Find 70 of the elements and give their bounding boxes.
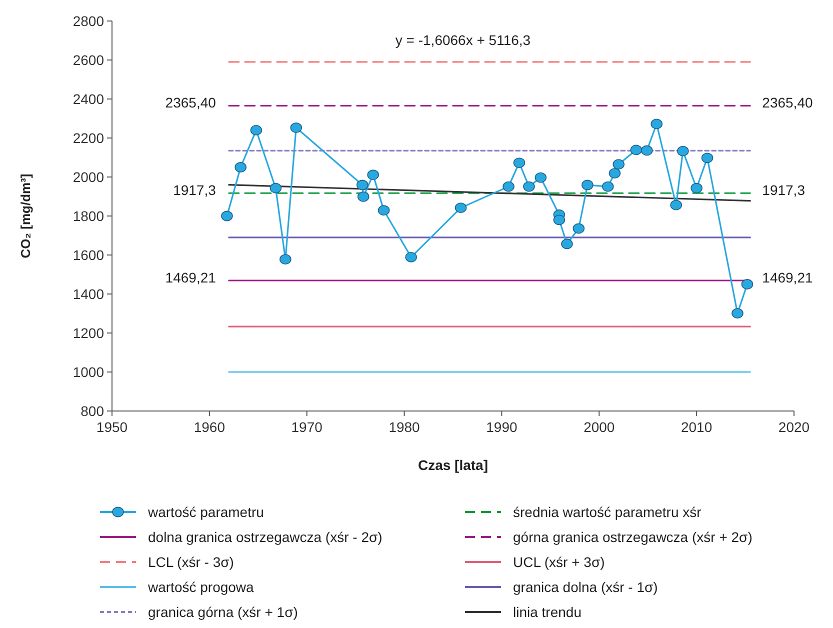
data-label: 1917,3 [173, 182, 216, 198]
data-label: 2365,40 [165, 94, 216, 111]
x-tick-label: 1980 [388, 419, 420, 435]
y-tick-label: 2000 [72, 168, 104, 185]
point [405, 252, 418, 262]
x-tick-label: 1990 [486, 419, 518, 435]
data-label: 1917,3 [762, 182, 806, 198]
point [270, 182, 282, 194]
point [650, 118, 663, 130]
legend-label: wartość parametru [147, 504, 264, 520]
y-tick-label: 1200 [72, 324, 104, 341]
point [367, 170, 380, 180]
point [572, 223, 585, 234]
point [677, 146, 689, 156]
point [357, 191, 370, 202]
y-tick-label: 2600 [72, 52, 104, 68]
point [690, 182, 702, 194]
point [534, 172, 547, 183]
y-tick-label: 1800 [72, 208, 104, 224]
point [280, 254, 292, 264]
point [670, 200, 682, 210]
point [741, 279, 754, 290]
data-label: 2365,40 [762, 94, 813, 111]
y-tick-label: 2400 [72, 90, 104, 107]
point [602, 181, 614, 192]
point [454, 202, 467, 214]
x-tick-label: 1970 [291, 419, 323, 435]
x-tick-label: 1950 [96, 419, 128, 435]
point [513, 158, 526, 168]
y-tick-label: 1000 [72, 364, 104, 380]
point [356, 180, 368, 190]
point [502, 181, 514, 192]
x-tick-label: 2010 [680, 419, 712, 435]
legend-label: wartość progowa [147, 578, 254, 595]
point [640, 145, 653, 156]
x-tick-label: 2020 [778, 419, 810, 435]
point [523, 181, 535, 192]
point [221, 210, 233, 222]
point [630, 144, 642, 156]
y-tick-label: 1600 [72, 246, 104, 263]
point [612, 159, 625, 170]
data-label: 1469,21 [762, 269, 813, 286]
y-axis-title: CO₂ [mg/dm³] [18, 174, 33, 258]
legend-label: linia trendu [513, 604, 582, 620]
legend-label: górna granica ostrzegawcza (xśr + 2σ) [513, 528, 752, 545]
x-tick-label: 2000 [584, 419, 615, 435]
point [608, 168, 621, 178]
legend-label: granica dolna (xśr - 1σ) [513, 578, 658, 595]
point [701, 152, 714, 164]
point [234, 162, 247, 172]
legend-label: UCL (xśr + 3σ) [513, 554, 605, 570]
y-tick-label: 800 [80, 402, 104, 419]
point [290, 122, 302, 133]
point [250, 125, 262, 136]
x-axis-title: Czas [lata] [418, 457, 488, 473]
legend-label: LCL (xśr - 3σ) [148, 554, 234, 570]
y-tick-label: 2200 [72, 130, 104, 146]
legend-label: dolna granica ostrzegawcza (xśr - 2σ) [148, 528, 382, 545]
data-label: 1469,21 [165, 269, 216, 286]
y-tick-label: 2800 [72, 12, 104, 29]
y-tick-label: 1400 [72, 286, 104, 302]
legend-label: średnia wartość parametru xśr [513, 504, 702, 520]
annotation: y = -1,6066x + 5116,3 [395, 32, 531, 48]
point [553, 214, 566, 226]
point [561, 238, 573, 250]
legend-label: granica górna (xśr + 1σ) [148, 604, 298, 620]
point [732, 308, 744, 319]
point [582, 180, 594, 190]
point [378, 205, 390, 216]
x-tick-label: 1960 [194, 419, 226, 435]
